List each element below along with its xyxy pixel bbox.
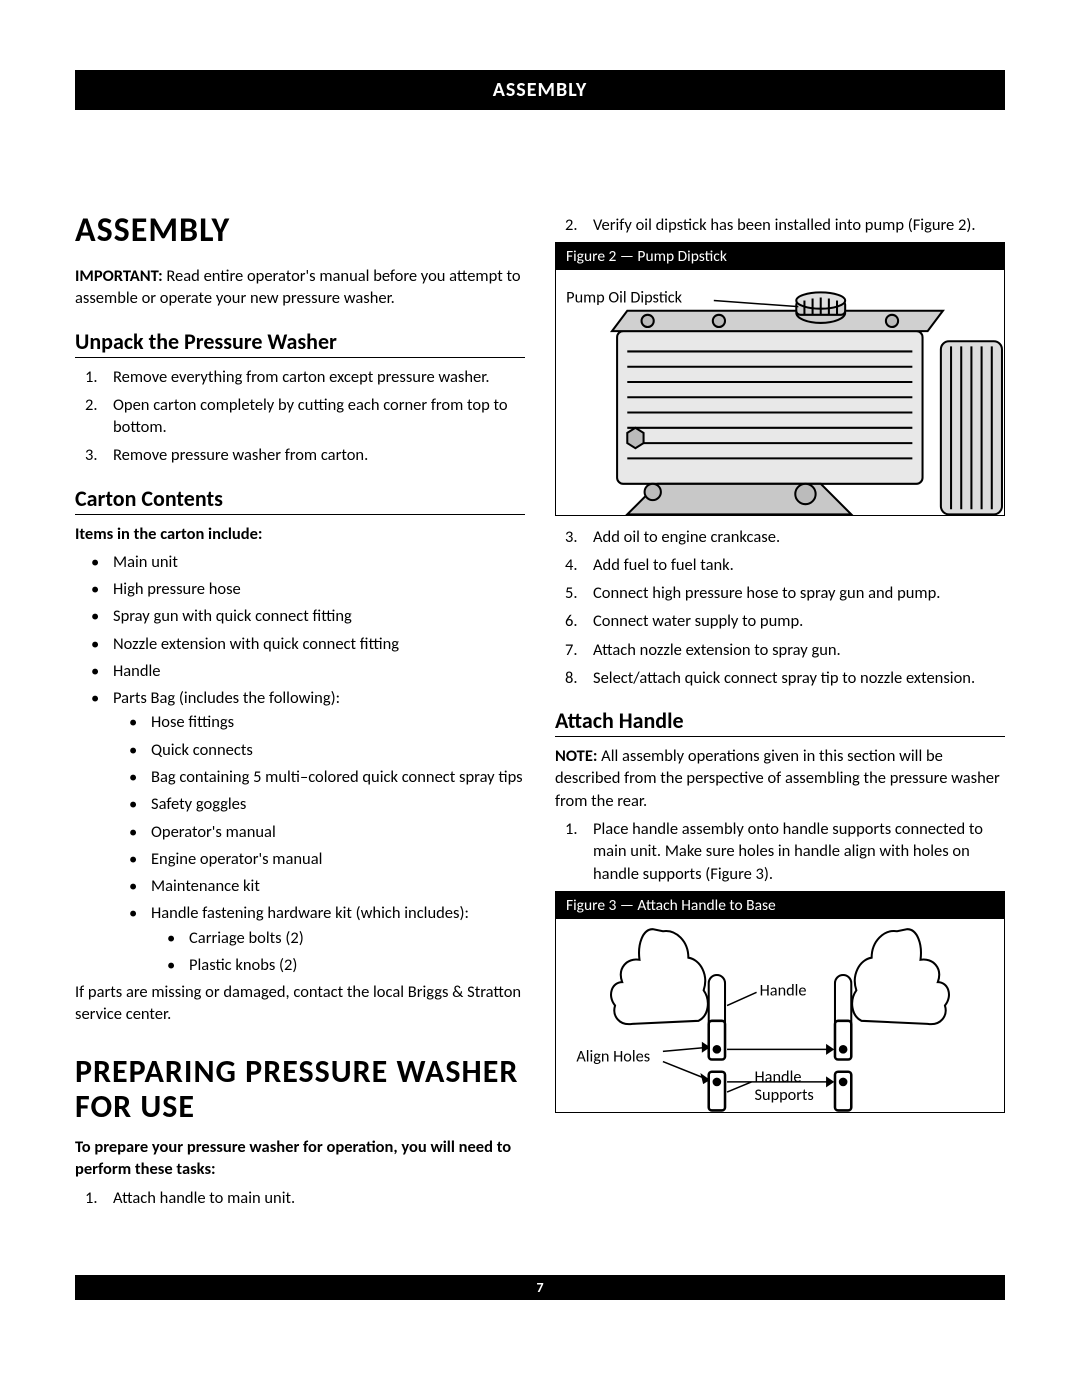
list-item: Plastic knobs (2) (151, 954, 525, 976)
prepare-list-cont: Verify oil dipstick has been installed i… (555, 214, 1005, 236)
list-item: Verify oil dipstick has been installed i… (555, 214, 1005, 236)
list-item: High pressure hose (75, 578, 525, 600)
fig2-label: Pump Oil Dipstick (566, 288, 683, 308)
prepare-intro: To prepare your pressure washer for oper… (75, 1136, 525, 1181)
list-item: Add oil to engine crankcase. (555, 526, 1005, 548)
figure-3-caption: Figure 3 — Attach Handle to Base (556, 892, 1004, 919)
note-label: NOTE: (555, 746, 597, 766)
missing-parts-text: If parts are missing or damaged, contact… (75, 981, 525, 1026)
list-item: Quick connects (113, 739, 525, 761)
fig3-supports-label-2: Supports (755, 1085, 814, 1105)
list-item: Bag containing 5 multi–colored quick con… (113, 766, 525, 788)
important-note: IMPORTANT: Read entire operator's manual… (75, 265, 525, 310)
list-item: Parts Bag (includes the following): Hose… (75, 687, 525, 976)
list-item: Spray gun with quick connect fitting (75, 605, 525, 627)
list-item: Attach handle to main unit. (75, 1187, 525, 1209)
figure-3-body: Handle Align Holes (556, 919, 1004, 1112)
prepare-list-start: Attach handle to main unit. (75, 1187, 525, 1209)
list-item: Handle fastening hardware kit (which inc… (113, 902, 525, 976)
page: ASSEMBLY ASSEMBLY IMPORTANT: Read entire… (0, 0, 1080, 1340)
pump-dipstick-illustration: Pump Oil Dipstick (556, 270, 1004, 514)
list-item: Add fuel to fuel tank. (555, 554, 1005, 576)
list-item: Handle (75, 660, 525, 682)
list-item: Select/attach quick connect spray tip to… (555, 667, 1005, 689)
footer-bar: 7 (75, 1275, 1005, 1300)
list-item: Nozzle extension with quick connect fitt… (75, 633, 525, 655)
figure-3: Figure 3 — Attach Handle to Base (555, 891, 1005, 1113)
left-column: ASSEMBLY IMPORTANT: Read entire operator… (75, 210, 525, 1215)
important-label: IMPORTANT: (75, 266, 163, 286)
preparing-heading: PREPARING PRESSURE WASHER FOR USE (75, 1054, 525, 1124)
list-item: Carriage bolts (2) (151, 927, 525, 949)
attach-list: Place handle assembly onto handle suppor… (555, 818, 1005, 885)
attach-handle-illustration: Handle Align Holes (556, 919, 1004, 1112)
contents-list: Main unit High pressure hose Spray gun w… (75, 551, 525, 976)
contents-heading: Carton Contents (75, 485, 525, 515)
list-item: Main unit (75, 551, 525, 573)
list-item: Connect high pressure hose to spray gun … (555, 582, 1005, 604)
assembly-heading: ASSEMBLY (75, 210, 525, 251)
list-item: Remove pressure washer from carton. (75, 444, 525, 466)
list-item: Engine operator's manual (113, 848, 525, 870)
header-title: ASSEMBLY (493, 78, 588, 102)
hardware-kit-label: Handle fastening hardware kit (which inc… (151, 903, 469, 923)
attach-note: NOTE: All assembly operations given in t… (555, 745, 1005, 812)
list-item: Remove everything from carton except pre… (75, 366, 525, 388)
list-item: Attach nozzle extension to spray gun. (555, 639, 1005, 661)
fig3-supports-label-1: Handle (755, 1067, 802, 1087)
fig3-align-label: Align Holes (576, 1046, 650, 1066)
list-item: Place handle assembly onto handle suppor… (555, 818, 1005, 885)
list-item: Open carton completely by cutting each c… (75, 394, 525, 439)
list-item: Safety goggles (113, 793, 525, 815)
page-number: 7 (526, 1279, 553, 1296)
list-item: Maintenance kit (113, 875, 525, 897)
right-column: Verify oil dipstick has been installed i… (555, 210, 1005, 1215)
unpack-list: Remove everything from carton except pre… (75, 366, 525, 467)
figure-2: Figure 2 — Pump Dipstick (555, 242, 1005, 515)
list-item: Operator's manual (113, 821, 525, 843)
unpack-heading: Unpack the Pressure Washer (75, 328, 525, 358)
parts-bag-list: Hose fittings Quick connects Bag contain… (113, 711, 525, 976)
hardware-kit-list: Carriage bolts (2) Plastic knobs (2) (151, 927, 525, 977)
contents-subhead: Items in the carton include: (75, 523, 525, 545)
two-column-layout: ASSEMBLY IMPORTANT: Read entire operator… (75, 210, 1005, 1215)
header-bar: ASSEMBLY (75, 70, 1005, 110)
fig3-handle-label: Handle (760, 980, 807, 1000)
list-item: Connect water supply to pump. (555, 610, 1005, 632)
note-text: All assembly operations given in this se… (555, 746, 1000, 811)
list-item: Hose fittings (113, 711, 525, 733)
parts-bag-label: Parts Bag (includes the following): (113, 688, 340, 708)
figure-2-caption: Figure 2 — Pump Dipstick (556, 243, 1004, 270)
figure-2-body: Pump Oil Dipstick (556, 270, 1004, 514)
attach-handle-heading: Attach Handle (555, 707, 1005, 737)
prepare-list-cont2: Add oil to engine crankcase. Add fuel to… (555, 526, 1005, 690)
